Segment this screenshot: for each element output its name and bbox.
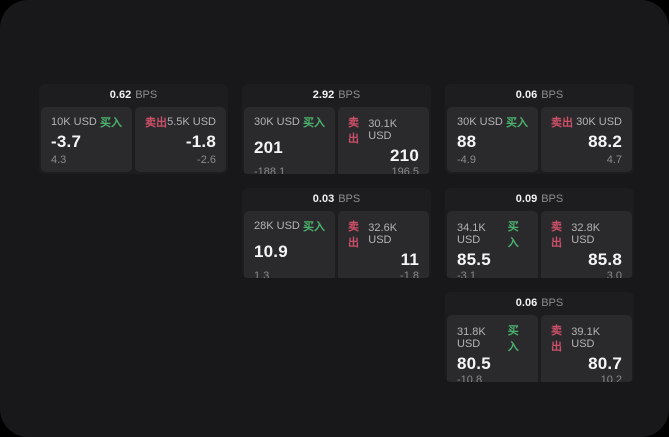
buy-side-label: 买入	[507, 325, 519, 353]
price-panels: 30K USD 买入 88 -4.9 卖出 30K USD 88.2 4.7	[445, 107, 634, 174]
sell-panel[interactable]: 卖出 30K USD 88.2 4.7	[541, 107, 632, 172]
sell-side-label: 卖出	[348, 221, 359, 249]
sell-side-label: 卖出	[551, 117, 573, 129]
sell-price: 80.7	[588, 354, 622, 373]
buy-panel[interactable]: 30K USD 买入 201 -188.1	[244, 107, 335, 174]
quote-card: 2.92 BPS 30K USD 买入 201 -188.1 卖出 30.1K …	[242, 84, 431, 174]
buy-size: 34.1K USD	[457, 222, 486, 246]
sell-delta: 3.0	[606, 270, 622, 278]
buy-price: 10.9	[254, 242, 288, 261]
buy-panel[interactable]: 30K USD 买入 88 -4.9	[447, 107, 538, 172]
card-header: 2.92 BPS	[242, 84, 431, 107]
buy-panel[interactable]: 10K USD 买入 -3.7 4.3	[41, 107, 132, 172]
sell-panel[interactable]: 卖出 32.6K USD 11 -1.8	[338, 211, 429, 278]
buy-price: 201	[254, 138, 283, 157]
card-header: 0.06 BPS	[445, 84, 634, 107]
sell-size: 30.1K USD	[368, 118, 398, 142]
sell-delta: -1.8	[400, 270, 419, 278]
buy-side-label: 买入	[507, 221, 519, 249]
buy-side-label: 买入	[100, 117, 122, 129]
buy-price: 85.5	[457, 250, 491, 269]
bps-value: 0.06	[515, 297, 538, 309]
buy-side-label: 买入	[506, 117, 528, 129]
buy-price: 88	[457, 132, 477, 151]
buy-delta: -188.1	[254, 166, 286, 174]
bps-unit: BPS	[135, 89, 158, 101]
buy-delta: -4.9	[457, 154, 476, 166]
buy-delta: 1.3	[254, 270, 270, 278]
sell-delta: 4.7	[606, 154, 622, 166]
quote-card: 0.62 BPS 10K USD 买入 -3.7 4.3 卖出 5.5K USD	[39, 84, 228, 174]
sell-delta: 10.2	[600, 374, 622, 382]
bps-unit: BPS	[338, 193, 361, 205]
sell-price: 85.8	[588, 250, 622, 269]
price-panels: 34.1K USD 买入 85.5 -3.1 卖出 32.8K USD 85.8…	[445, 211, 634, 278]
buy-delta: -3.1	[457, 270, 476, 278]
sell-price: -1.8	[185, 132, 216, 151]
sell-price: 210	[390, 146, 419, 165]
buy-size: 10K USD	[51, 116, 97, 128]
sell-delta: -2.6	[197, 154, 216, 166]
sell-size: 30K USD	[576, 116, 622, 128]
buy-size: 30K USD	[254, 116, 300, 128]
sell-price: 88.2	[588, 132, 622, 151]
card-header: 0.62 BPS	[39, 84, 228, 107]
sell-panel[interactable]: 卖出 32.8K USD 85.8 3.0	[541, 211, 632, 278]
quote-card: 0.09 BPS 34.1K USD 买入 85.5 -3.1 卖出 32.8K…	[445, 188, 634, 278]
card-header: 0.03 BPS	[242, 188, 431, 211]
bps-unit: BPS	[541, 193, 564, 205]
sell-panel[interactable]: 卖出 5.5K USD -1.8 -2.6	[135, 107, 226, 172]
quote-card: 0.06 BPS 31.8K USD 买入 80.5 -10.8 卖出 39.1…	[445, 292, 634, 382]
sell-size: 39.1K USD	[571, 326, 601, 350]
bps-unit: BPS	[541, 297, 564, 309]
buy-delta: 4.3	[51, 154, 67, 166]
sell-delta: 196.5	[391, 166, 419, 174]
buy-panel[interactable]: 34.1K USD 买入 85.5 -3.1	[447, 211, 538, 278]
sell-side-label: 卖出	[551, 221, 562, 249]
sell-side-label: 卖出	[348, 117, 359, 145]
bps-value: 0.03	[312, 193, 335, 205]
price-panels: 30K USD 买入 201 -188.1 卖出 30.1K USD 210 1…	[242, 107, 431, 174]
quote-card: 0.03 BPS 28K USD 买入 10.9 1.3 卖出 32.6K US…	[242, 188, 431, 278]
sell-panel[interactable]: 卖出 39.1K USD 80.7 10.2	[541, 315, 632, 382]
sell-price: 11	[400, 250, 419, 269]
sell-size: 32.6K USD	[368, 222, 398, 246]
buy-size: 30K USD	[457, 116, 503, 128]
buy-price: -3.7	[51, 132, 82, 151]
bps-value: 2.92	[312, 89, 335, 101]
buy-delta: -10.8	[457, 374, 483, 382]
sell-size: 5.5K USD	[167, 116, 216, 128]
bps-value: 0.09	[515, 193, 538, 205]
buy-panel[interactable]: 31.8K USD 买入 80.5 -10.8	[447, 315, 538, 382]
sell-panel[interactable]: 卖出 30.1K USD 210 196.5	[338, 107, 429, 174]
buy-price: 80.5	[457, 354, 491, 373]
sell-side-label: 卖出	[551, 325, 562, 353]
price-panels: 31.8K USD 买入 80.5 -10.8 卖出 39.1K USD 80.…	[445, 315, 634, 382]
card-header: 0.09 BPS	[445, 188, 634, 211]
bps-value: 0.62	[109, 89, 132, 101]
price-panels: 10K USD 买入 -3.7 4.3 卖出 5.5K USD -1.8 -2.…	[39, 107, 228, 174]
bps-unit: BPS	[338, 89, 361, 101]
buy-size: 31.8K USD	[457, 326, 486, 350]
buy-size: 28K USD	[254, 220, 300, 232]
bps-unit: BPS	[541, 89, 564, 101]
sell-size: 32.8K USD	[571, 222, 601, 246]
price-panels: 28K USD 买入 10.9 1.3 卖出 32.6K USD 11 -1.8	[242, 211, 431, 278]
buy-panel[interactable]: 28K USD 买入 10.9 1.3	[244, 211, 335, 278]
bps-value: 0.06	[515, 89, 538, 101]
buy-side-label: 买入	[303, 117, 325, 129]
card-header: 0.06 BPS	[445, 292, 634, 315]
quote-card: 0.06 BPS 30K USD 买入 88 -4.9 卖出 30K USD	[445, 84, 634, 174]
quote-grid: 0.62 BPS 10K USD 买入 -3.7 4.3 卖出 5.5K USD	[39, 84, 634, 382]
sell-side-label: 卖出	[145, 117, 167, 129]
buy-side-label: 买入	[303, 221, 325, 233]
